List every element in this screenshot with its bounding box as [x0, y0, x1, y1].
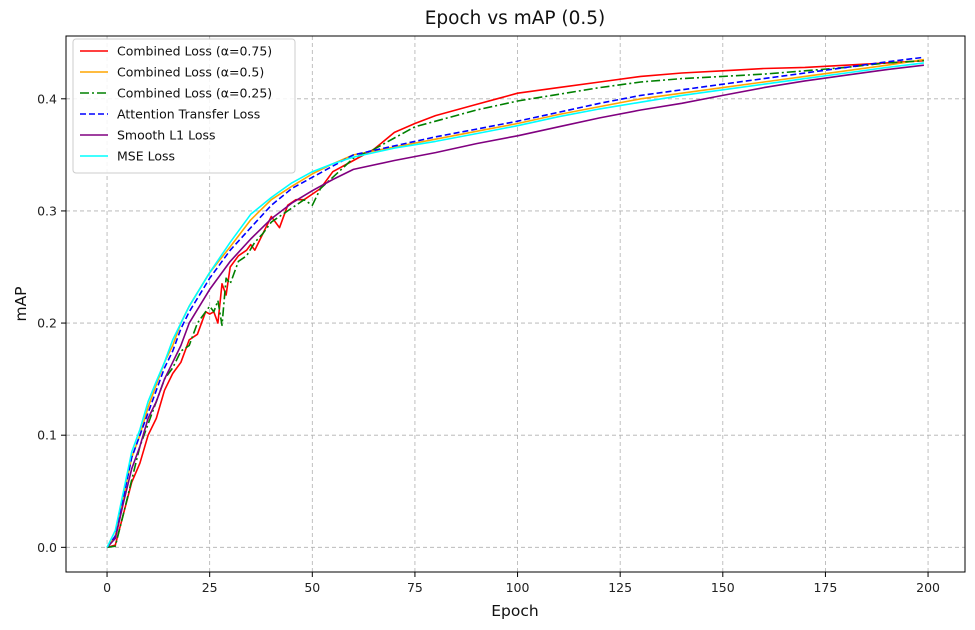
x-axis-label: Epoch	[491, 602, 538, 620]
series-line-4	[106, 56, 924, 548]
legend-entry-label: Combined Loss (α=0.5)	[117, 65, 264, 80]
y-tick-label: 0.4	[37, 91, 57, 106]
plot-frame	[65, 35, 966, 573]
series-line-5	[106, 64, 924, 548]
chart-title: Epoch vs mAP (0.5)	[425, 8, 606, 29]
series-line-1	[106, 59, 924, 549]
y-tick-label: 0.3	[37, 203, 57, 218]
x-tick-label: 125	[608, 580, 632, 595]
legend-entry-label: Attention Transfer Loss	[117, 107, 260, 122]
legend-entry-label: MSE Loss	[117, 149, 175, 164]
x-tick-label: 0	[103, 580, 111, 595]
series-group	[106, 56, 925, 549]
y-axis-label: mAP	[12, 286, 30, 321]
x-tick-label: 150	[711, 580, 735, 595]
legend-entry-label: Smooth L1 Loss	[117, 128, 216, 143]
ticks: 0 25 50 75 100 125 150 175 200 0.0 0.1 0.2 0.3 0.4	[37, 91, 940, 595]
legend-box	[72, 38, 296, 174]
x-tick-label: 50	[304, 580, 320, 595]
legend: Combined Loss (α=0.75) Combined Loss (α=0…	[72, 38, 296, 174]
y-tick-label: 0.2	[37, 316, 57, 331]
x-tick-label: 200	[916, 580, 940, 595]
series-line-6	[106, 62, 924, 548]
series-line-3	[106, 59, 924, 549]
series-line-2	[106, 58, 925, 548]
legend-entry-label: Combined Loss (α=0.25)	[117, 86, 272, 101]
y-tick-label: 0.0	[37, 540, 57, 555]
y-tick-label: 0.1	[37, 428, 57, 443]
legend-entry-label: Combined Loss (α=0.75)	[117, 44, 272, 59]
x-tick-label: 175	[813, 580, 837, 595]
x-tick-label: 100	[506, 580, 530, 595]
x-tick-label: 25	[202, 580, 218, 595]
x-tick-label: 75	[407, 580, 423, 595]
